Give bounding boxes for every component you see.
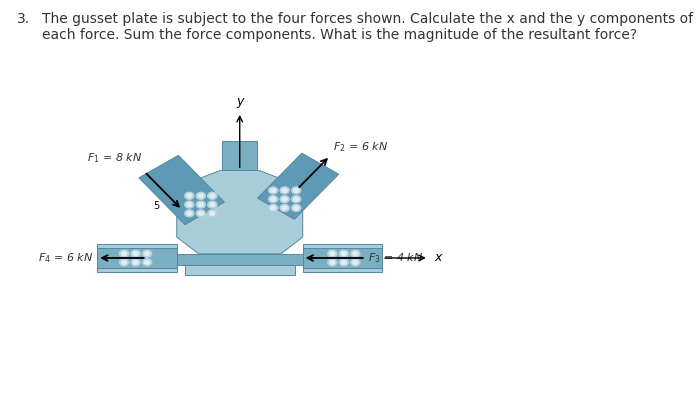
Circle shape — [280, 187, 289, 194]
Circle shape — [210, 202, 215, 207]
Circle shape — [340, 259, 349, 266]
Circle shape — [292, 205, 301, 211]
Circle shape — [292, 187, 301, 194]
Polygon shape — [139, 155, 225, 225]
Circle shape — [131, 259, 140, 266]
Circle shape — [133, 252, 138, 255]
Circle shape — [198, 211, 204, 215]
Circle shape — [198, 202, 204, 207]
Circle shape — [328, 259, 337, 266]
Text: The gusset plate is subject to the four forces shown. Calculate the x and the y : The gusset plate is subject to the four … — [43, 12, 694, 42]
Circle shape — [196, 192, 205, 200]
Circle shape — [120, 259, 129, 266]
Circle shape — [269, 205, 278, 211]
Polygon shape — [185, 265, 295, 275]
Text: 4: 4 — [312, 163, 318, 173]
Polygon shape — [176, 171, 302, 254]
Circle shape — [187, 194, 192, 198]
Circle shape — [122, 252, 127, 255]
Circle shape — [293, 189, 299, 192]
Circle shape — [293, 206, 299, 210]
Polygon shape — [97, 248, 176, 268]
Circle shape — [280, 205, 289, 211]
Circle shape — [120, 250, 129, 257]
Circle shape — [208, 210, 217, 217]
Circle shape — [185, 201, 194, 208]
Circle shape — [131, 250, 140, 257]
Text: 3: 3 — [312, 179, 318, 189]
Circle shape — [145, 260, 150, 264]
Text: $F_3$ = 4 kN: $F_3$ = 4 kN — [368, 251, 423, 265]
Circle shape — [187, 211, 192, 215]
Text: 3: 3 — [174, 198, 180, 208]
Circle shape — [133, 260, 138, 264]
Text: $F_4$ = 6 kN: $F_4$ = 6 kN — [38, 251, 93, 265]
Circle shape — [351, 250, 360, 257]
Circle shape — [208, 201, 217, 208]
Polygon shape — [222, 141, 258, 171]
Circle shape — [340, 250, 349, 257]
Circle shape — [328, 250, 337, 257]
Circle shape — [292, 196, 301, 203]
Circle shape — [198, 194, 204, 198]
Circle shape — [196, 210, 205, 217]
Polygon shape — [176, 254, 302, 265]
Circle shape — [196, 201, 205, 208]
Text: $F_2$ = 6 kN: $F_2$ = 6 kN — [333, 140, 388, 154]
Text: 5: 5 — [298, 163, 304, 173]
Circle shape — [351, 259, 360, 266]
Text: 3.: 3. — [17, 12, 30, 26]
Text: y: y — [236, 95, 244, 108]
Circle shape — [185, 210, 194, 217]
Circle shape — [208, 192, 217, 200]
Circle shape — [342, 260, 346, 264]
Circle shape — [282, 197, 287, 201]
Circle shape — [330, 260, 335, 264]
Circle shape — [330, 252, 335, 255]
Text: $F_1$ = 8 kN: $F_1$ = 8 kN — [87, 152, 141, 165]
Circle shape — [185, 192, 194, 200]
Circle shape — [271, 206, 276, 210]
Polygon shape — [258, 153, 339, 219]
Circle shape — [271, 197, 276, 201]
Circle shape — [210, 194, 215, 198]
Circle shape — [282, 206, 287, 210]
Circle shape — [282, 189, 287, 192]
Polygon shape — [302, 244, 382, 272]
Circle shape — [143, 250, 152, 257]
Text: 5: 5 — [153, 201, 160, 211]
Circle shape — [269, 187, 278, 194]
Circle shape — [145, 252, 150, 255]
Text: x: x — [434, 252, 442, 265]
Circle shape — [269, 196, 278, 203]
Circle shape — [293, 197, 299, 201]
Circle shape — [353, 252, 358, 255]
Circle shape — [280, 196, 289, 203]
Polygon shape — [302, 248, 382, 268]
Circle shape — [187, 202, 192, 207]
Circle shape — [122, 260, 127, 264]
Text: 4: 4 — [168, 181, 174, 192]
Circle shape — [353, 260, 358, 264]
Circle shape — [271, 189, 276, 192]
Polygon shape — [97, 244, 176, 272]
Circle shape — [210, 211, 215, 215]
Circle shape — [342, 252, 346, 255]
Circle shape — [143, 259, 152, 266]
